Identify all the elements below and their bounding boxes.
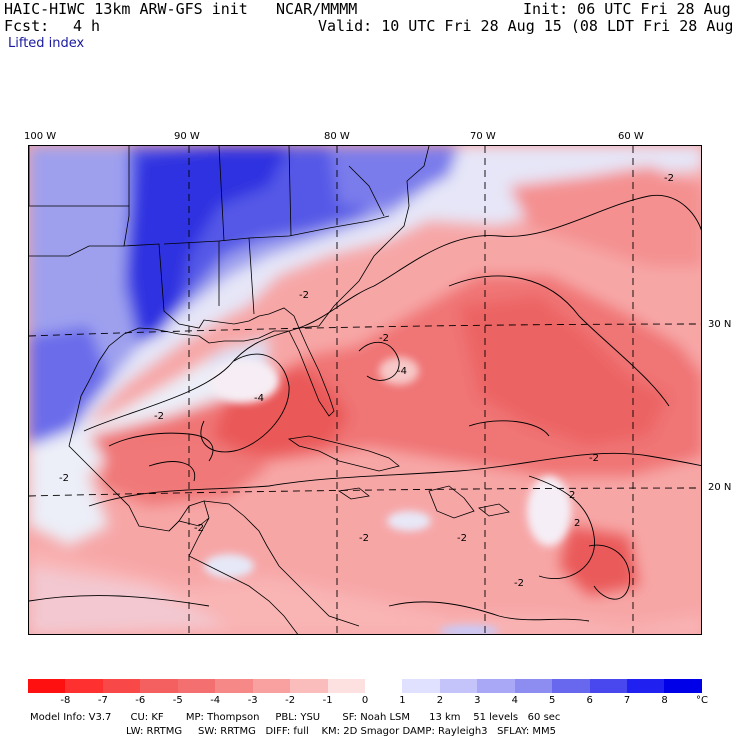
scale-tick: -3 bbox=[247, 695, 258, 706]
map-canvas: -2 -2 -2 -2 -4 -4 -2 -2 2 2 -2 -2 -2 -2 bbox=[29, 146, 701, 634]
scale-color-cell bbox=[215, 679, 253, 693]
scale-tick: 2 bbox=[436, 695, 444, 706]
scale-tick: -2 bbox=[285, 695, 296, 706]
scale-color-cell bbox=[552, 679, 590, 693]
scale-tick: 6 bbox=[586, 695, 593, 706]
contours bbox=[29, 194, 701, 622]
scale-tick: 5 bbox=[549, 695, 556, 706]
scale-tick: 0 bbox=[361, 695, 369, 706]
contour-label: -2 bbox=[299, 290, 309, 301]
scale-tick: -4 bbox=[210, 695, 221, 706]
scale-color-cell bbox=[140, 679, 178, 693]
model-info-line1: Model Info: V3.7 CU: KF MP: Thompson PBL… bbox=[30, 712, 561, 723]
model-info-line2: LW: RRTMG SW: RRTMG DIFF: full KM: 2D Sm… bbox=[126, 726, 556, 737]
lat-label-30n: 30 N bbox=[708, 319, 732, 330]
scale-color-cell bbox=[439, 679, 478, 693]
fcst-label: Fcst: bbox=[4, 17, 50, 35]
scale-tick: 7 bbox=[623, 695, 631, 706]
scale-color-cell bbox=[364, 679, 403, 693]
color-scale-labels: -8 -7 -6 -5 -4 -3 -2 -1 0 1 2 3 4 5 6 7 … bbox=[28, 695, 718, 707]
contour-label: -4 bbox=[397, 366, 407, 377]
lon-label-90w: 90 W bbox=[174, 131, 200, 142]
scale-tick: 3 bbox=[474, 695, 481, 706]
model-title: HAIC-HIWC 13km ARW-GFS init bbox=[4, 0, 248, 18]
contour-label: -2 bbox=[457, 533, 467, 544]
valid-time: Valid: 10 UTC Fri 28 Aug 15 (08 LDT Fri … bbox=[318, 17, 740, 35]
scale-tick: -7 bbox=[97, 695, 108, 706]
scale-color-cell bbox=[477, 679, 515, 693]
org-label: NCAR/MMMM bbox=[276, 0, 358, 18]
scale-color-cell bbox=[514, 679, 553, 693]
scale-color-cell bbox=[627, 679, 665, 693]
lifted-index-map: -2 -2 -2 -2 -4 -4 -2 -2 2 2 -2 -2 -2 -2 bbox=[28, 145, 702, 635]
contour-label: -2 bbox=[664, 173, 674, 184]
graticule bbox=[29, 146, 701, 634]
lon-label-60w: 60 W bbox=[618, 131, 644, 142]
scale-tick: 8 bbox=[661, 695, 668, 706]
scale-color-cell bbox=[402, 679, 440, 693]
contour-label: -2 bbox=[379, 333, 389, 344]
scale-color-cell bbox=[290, 679, 328, 693]
contour-label: -2 bbox=[359, 533, 369, 544]
scale-color-cell bbox=[664, 679, 702, 693]
fcst-value: 4 h bbox=[73, 17, 101, 35]
scale-color-cell bbox=[177, 679, 216, 693]
coastlines bbox=[29, 146, 510, 634]
scale-color-cell bbox=[102, 679, 141, 693]
color-scale-bar bbox=[28, 679, 702, 693]
contour-label-group: -2 -2 -2 -2 -4 -4 -2 -2 2 2 -2 -2 -2 -2 bbox=[59, 173, 674, 589]
scale-color-cell bbox=[589, 679, 627, 693]
field-name: Lifted index bbox=[8, 36, 85, 51]
scale-color-cell bbox=[28, 679, 66, 693]
contour-label: -2 bbox=[514, 578, 524, 589]
contour-label: 2 bbox=[574, 518, 580, 529]
contour-label: 2 bbox=[569, 490, 575, 501]
scale-tick: -5 bbox=[172, 695, 183, 706]
scale-color-cell bbox=[327, 679, 365, 693]
field-detail bbox=[204, 357, 571, 634]
lon-label-70w: 70 W bbox=[470, 131, 496, 142]
contour-label: -2 bbox=[59, 473, 69, 484]
scale-tick: -1 bbox=[322, 695, 333, 706]
scale-color-cell bbox=[65, 679, 103, 693]
contour-label: -4 bbox=[254, 393, 264, 404]
scale-tick: -6 bbox=[135, 695, 146, 706]
lat-label-20n: 20 N bbox=[708, 482, 732, 493]
scale-tick: -8 bbox=[60, 695, 71, 706]
init-time: Init: 06 UTC Fri 28 Aug 15 bbox=[523, 0, 740, 18]
scale-tick: 4 bbox=[511, 695, 518, 706]
scale-unit: °C bbox=[696, 695, 708, 706]
lon-label-80w: 80 W bbox=[324, 131, 350, 142]
scale-tick: 1 bbox=[399, 695, 406, 706]
contour-label: -2 bbox=[154, 411, 164, 422]
scale-color-cell bbox=[252, 679, 291, 693]
lon-label-100w: 100 W bbox=[24, 131, 57, 142]
contour-label: -2 bbox=[589, 453, 599, 464]
contour-label: -2 bbox=[194, 523, 204, 534]
